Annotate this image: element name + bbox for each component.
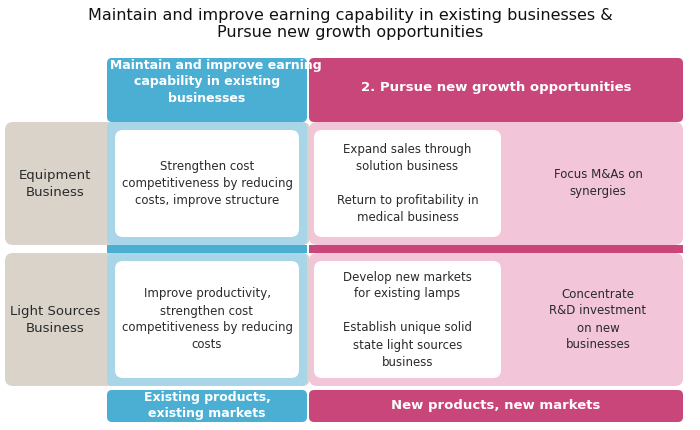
Text: Light Sources
Business: Light Sources Business [10, 304, 100, 335]
Text: 2. Pursue new growth opportunities: 2. Pursue new growth opportunities [360, 82, 631, 95]
FancyBboxPatch shape [107, 122, 307, 245]
FancyBboxPatch shape [309, 390, 683, 422]
FancyBboxPatch shape [115, 130, 299, 237]
Text: Strengthen cost
competitiveness by reducing
costs, improve structure: Strengthen cost competitiveness by reduc… [122, 160, 293, 207]
Bar [309, 245, 683, 253]
Text: 1. Maintain and improve earning
capability in existing
businesses: 1. Maintain and improve earning capabili… [92, 59, 322, 105]
FancyBboxPatch shape [314, 130, 501, 237]
FancyBboxPatch shape [5, 122, 310, 245]
Text: Concentrate
R&D investment
on new
businesses: Concentrate R&D investment on new busine… [550, 288, 647, 351]
FancyBboxPatch shape [5, 253, 310, 386]
Bar [107, 245, 307, 253]
FancyBboxPatch shape [107, 58, 307, 122]
Bar [105, 122, 305, 245]
FancyBboxPatch shape [309, 122, 683, 245]
FancyBboxPatch shape [309, 58, 683, 122]
Bar [105, 253, 305, 386]
Text: New products, new markets: New products, new markets [391, 399, 601, 412]
Text: Existing products,
existing markets: Existing products, existing markets [144, 391, 270, 421]
FancyBboxPatch shape [314, 261, 501, 378]
Text: Improve productivity,
strengthen cost
competitiveness by reducing
costs: Improve productivity, strengthen cost co… [122, 288, 293, 351]
FancyBboxPatch shape [309, 253, 683, 386]
Text: Develop new markets
for existing lamps

Establish unique solid
state light sourc: Develop new markets for existing lamps E… [343, 270, 472, 369]
Text: Pursue new growth opportunities: Pursue new growth opportunities [217, 25, 483, 40]
Text: Expand sales through
solution business

Return to profitability in
medical busin: Expand sales through solution business R… [337, 143, 478, 224]
FancyBboxPatch shape [107, 390, 307, 422]
Text: Maintain and improve earning capability in existing businesses &: Maintain and improve earning capability … [88, 8, 612, 23]
Text: Focus M&As on
synergies: Focus M&As on synergies [554, 169, 643, 199]
FancyBboxPatch shape [107, 253, 307, 386]
Text: Equipment
Business: Equipment Business [19, 169, 91, 199]
FancyBboxPatch shape [115, 261, 299, 378]
